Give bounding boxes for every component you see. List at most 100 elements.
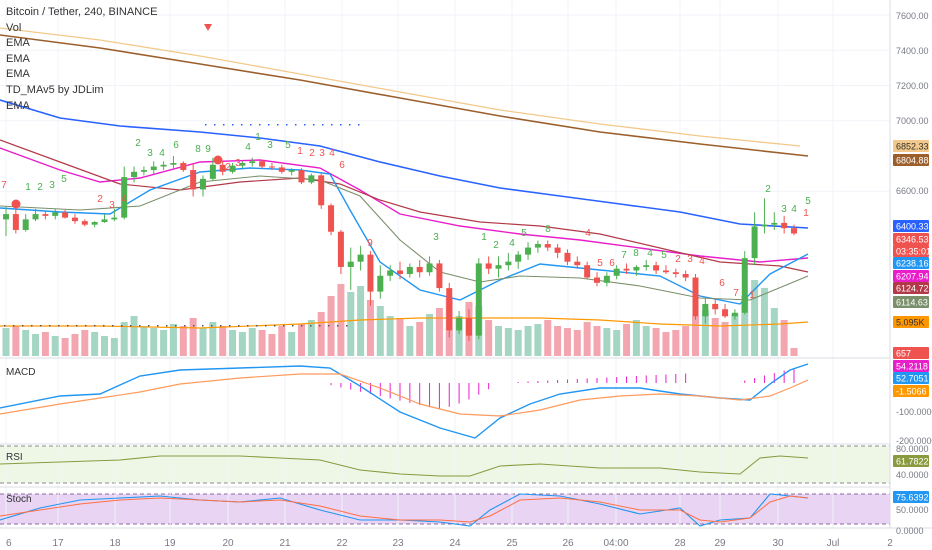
signal-line <box>0 373 809 417</box>
candle-body <box>653 265 660 271</box>
support-dot <box>310 325 312 327</box>
td-sell-arrow-icon <box>204 24 212 31</box>
macd-line <box>0 363 809 439</box>
legend-ema-4[interactable]: EMA <box>6 99 30 112</box>
candle-body <box>219 164 226 172</box>
candle-body <box>623 268 630 271</box>
candle-body <box>702 303 709 317</box>
volume-bar <box>662 332 670 356</box>
price-tag <box>893 316 929 328</box>
time-tick-label: 19 <box>164 538 176 549</box>
candle-body <box>603 275 610 283</box>
macd-label[interactable]: MACD <box>6 367 36 378</box>
volume-bar <box>110 338 118 356</box>
stoch-tick-label: 0.0000 <box>896 526 924 536</box>
resistance-dot <box>241 124 243 126</box>
price-tag-text: 657 <box>896 349 911 359</box>
td-count-number: 4 <box>121 194 127 205</box>
legend-ema-2[interactable]: EMA <box>6 52 30 65</box>
td-count-number: 2 <box>37 182 43 193</box>
volume-bar <box>495 326 502 356</box>
support-dot <box>85 325 87 327</box>
td-count-number: 1 <box>803 208 809 219</box>
td-count-number: 3 <box>781 204 787 215</box>
support-dot <box>67 325 69 327</box>
rsi-label[interactable]: RSI <box>6 452 23 463</box>
stoch-label[interactable]: Stoch <box>6 494 32 505</box>
volume-bar <box>366 300 374 356</box>
resistance-dot <box>259 124 261 126</box>
candle-body <box>406 266 413 274</box>
volume-bar <box>357 286 365 356</box>
time-tick-label: 22 <box>336 538 348 549</box>
td-count-number: 4 <box>329 148 335 159</box>
candle-body <box>268 166 275 168</box>
resistance-dot <box>358 124 360 126</box>
candle-body <box>662 270 669 273</box>
candle-body <box>308 175 315 183</box>
rsi-tick-label: 80.0000 <box>896 444 929 454</box>
rsi-tag-text: 61.7822 <box>896 457 929 467</box>
chart-legend: Bitcoin / Tether, 240, BINANCE Vol EMA E… <box>6 5 157 114</box>
volume-bar <box>160 330 168 356</box>
candle-body <box>357 254 364 262</box>
candle-body <box>170 163 177 165</box>
td-count-number: 5 <box>661 250 667 261</box>
volume-bar <box>71 334 79 356</box>
price-tag <box>893 282 929 294</box>
candle-body <box>643 265 650 267</box>
candle-body <box>209 164 216 179</box>
price-tag <box>893 233 929 245</box>
resistance-dot <box>322 124 324 126</box>
td-count-number: 2 <box>97 194 103 205</box>
price-tag <box>893 257 929 269</box>
legend-td-mav5[interactable]: TD_MAv5 by JDLim <box>6 83 104 96</box>
volume-bar <box>248 328 256 356</box>
support-dot <box>202 325 204 327</box>
candle-body <box>131 171 138 178</box>
volume-bar <box>396 318 404 356</box>
volume-bar <box>682 326 690 356</box>
volume-bar <box>298 324 305 356</box>
price-tick-label: 7000.00 <box>896 116 929 126</box>
volume-bar <box>593 326 601 356</box>
td-signal-marker <box>11 199 21 209</box>
volume-bar <box>652 328 660 356</box>
candle-body <box>781 222 788 229</box>
volume-bar <box>376 306 384 356</box>
candle-body <box>495 265 502 269</box>
volume-bar <box>347 292 355 356</box>
stoch-tag-text: 75.6392 <box>896 493 929 503</box>
support-dot <box>292 325 294 327</box>
ema-brown-line <box>0 34 809 157</box>
support-dot <box>256 325 258 327</box>
stoch-d-line <box>0 495 809 523</box>
legend-vol[interactable]: Vol <box>6 21 22 34</box>
time-tick-label: 30 <box>772 538 784 549</box>
candle-body <box>456 318 463 331</box>
legend-ema-3[interactable]: EMA <box>6 68 30 81</box>
support-dot <box>319 325 321 327</box>
volume-bar <box>12 326 20 356</box>
support-dot <box>283 325 285 327</box>
support-dot <box>346 325 348 327</box>
candle-body <box>288 170 295 172</box>
candle-body <box>387 270 394 276</box>
volume-bar <box>485 320 493 356</box>
td-count-number: 5 <box>61 174 67 185</box>
ema-grey-green-line <box>0 175 809 301</box>
candle-body <box>42 214 49 216</box>
price-tick-label: 7400.00 <box>896 46 929 56</box>
volume-bar <box>101 336 108 356</box>
legend-ema-1[interactable]: EMA <box>6 37 30 50</box>
macd-tick-label: -100.0000 <box>896 407 932 417</box>
td-count-number: 2 <box>135 138 141 149</box>
candle-body <box>722 309 729 317</box>
td-count-number: 5 <box>597 258 603 269</box>
td-count-number: 7 <box>621 250 627 261</box>
support-dot <box>247 325 249 327</box>
volume-bar <box>219 326 227 356</box>
candle-body <box>150 166 157 171</box>
volume-bar <box>337 284 345 356</box>
